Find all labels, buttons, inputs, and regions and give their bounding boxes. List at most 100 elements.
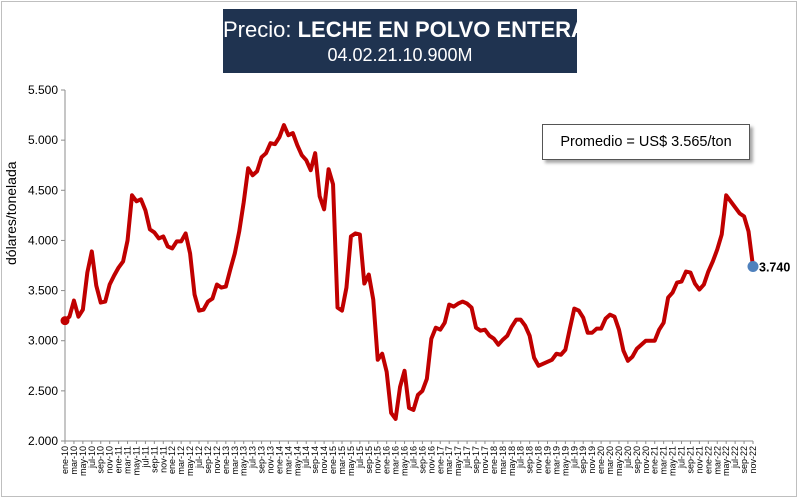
data-point <box>412 409 414 411</box>
x-tick-label: jul-17 <box>462 446 472 469</box>
data-point <box>220 287 222 289</box>
chart-title: Precio: LECHE EN POLVO ENTERA <box>223 16 587 43</box>
data-point <box>462 301 464 303</box>
data-point <box>381 353 383 355</box>
x-tick-label: ene-10 <box>60 446 70 474</box>
x-tick-label: may-22 <box>721 446 731 476</box>
x-tick-label: jul-11 <box>140 446 150 468</box>
data-point <box>426 378 428 380</box>
x-tick-label: mar-18 <box>498 446 508 475</box>
x-tick-label: mar-13 <box>230 446 240 475</box>
data-point <box>167 245 169 247</box>
x-tick-label: jul-15 <box>355 446 365 469</box>
x-tick-label: ene-15 <box>328 446 338 474</box>
x-tick-label: nov-14 <box>319 446 329 474</box>
data-point <box>627 360 629 362</box>
data-point <box>390 412 392 414</box>
data-point <box>345 287 347 289</box>
x-tick-label: ene-22 <box>703 446 713 474</box>
data-point <box>712 260 714 262</box>
x-tick-label: may-11 <box>131 446 141 475</box>
data-point <box>488 335 490 337</box>
data-point <box>256 170 258 172</box>
x-tick-label: ene-11 <box>114 446 124 473</box>
x-tick-label: mar-19 <box>551 446 561 475</box>
data-point <box>645 340 647 342</box>
data-point <box>484 329 486 331</box>
x-tick-label: mar-10 <box>69 446 79 475</box>
data-point <box>386 371 388 373</box>
data-point <box>475 327 477 329</box>
data-point <box>135 200 137 202</box>
x-tick-label: sep-22 <box>739 446 749 474</box>
data-point <box>91 250 93 252</box>
x-tick-label: jul-19 <box>569 446 579 469</box>
x-tick-label: nov-11 <box>158 446 168 473</box>
data-point <box>292 132 294 134</box>
data-point <box>354 232 356 234</box>
data-point <box>395 418 397 420</box>
x-tick-label: may-16 <box>400 446 410 476</box>
x-tick-label: mar-16 <box>391 446 401 475</box>
data-point <box>341 310 343 312</box>
x-tick-label: ene-14 <box>274 446 284 474</box>
data-point <box>618 329 620 331</box>
data-point <box>564 349 566 351</box>
x-tick-label: jul-20 <box>623 446 633 469</box>
x-tick-label: sep-20 <box>632 446 642 474</box>
data-point <box>118 267 120 269</box>
data-point <box>162 235 164 237</box>
data-point <box>716 248 718 250</box>
data-point <box>636 348 638 350</box>
data-point <box>529 335 531 337</box>
data-point <box>82 309 84 311</box>
data-point <box>739 212 741 214</box>
data-point <box>225 286 227 288</box>
x-tick-label: nov-16 <box>426 446 436 474</box>
x-tick-label: sep-13 <box>257 446 267 474</box>
x-tick-label: mar-11 <box>123 446 133 474</box>
data-point <box>417 394 419 396</box>
data-point <box>430 338 432 340</box>
data-point <box>229 269 231 271</box>
data-point <box>95 285 97 287</box>
data-point <box>569 328 571 330</box>
data-point <box>319 195 321 197</box>
data-point <box>153 231 155 233</box>
data-point <box>681 281 683 283</box>
data-point <box>609 314 611 316</box>
data-point <box>578 310 580 312</box>
data-point <box>582 317 584 319</box>
x-tick-label: ene-19 <box>542 446 552 474</box>
data-point <box>202 309 204 311</box>
x-tick-label: sep-17 <box>471 446 481 474</box>
x-tick-label: sep-11 <box>149 446 159 473</box>
data-point <box>596 328 598 330</box>
data-point <box>685 271 687 273</box>
data-point <box>725 194 727 196</box>
y-tick-label: 2.500 <box>28 384 58 398</box>
x-tick-label: sep-12 <box>203 446 213 474</box>
data-point <box>372 299 374 301</box>
data-point <box>551 359 553 361</box>
data-point <box>546 361 548 363</box>
data-point <box>140 198 142 200</box>
data-point <box>689 272 691 274</box>
data-point <box>113 275 115 277</box>
data-point <box>207 301 209 303</box>
data-point <box>439 329 441 331</box>
data-point <box>497 344 499 346</box>
data-point <box>448 304 450 306</box>
x-tick-label: nov-17 <box>480 446 490 474</box>
last-value-label: 3.740 <box>759 261 790 275</box>
x-tick-label: may-20 <box>614 446 624 476</box>
data-point <box>198 310 200 312</box>
data-point <box>479 330 481 332</box>
data-point <box>524 325 526 327</box>
x-tick-label: mar-20 <box>605 446 615 475</box>
data-point <box>68 316 70 318</box>
x-tick-label: nov-18 <box>534 446 544 474</box>
data-point <box>234 252 236 254</box>
x-tick-label: mar-12 <box>176 446 186 475</box>
data-point <box>471 307 473 309</box>
